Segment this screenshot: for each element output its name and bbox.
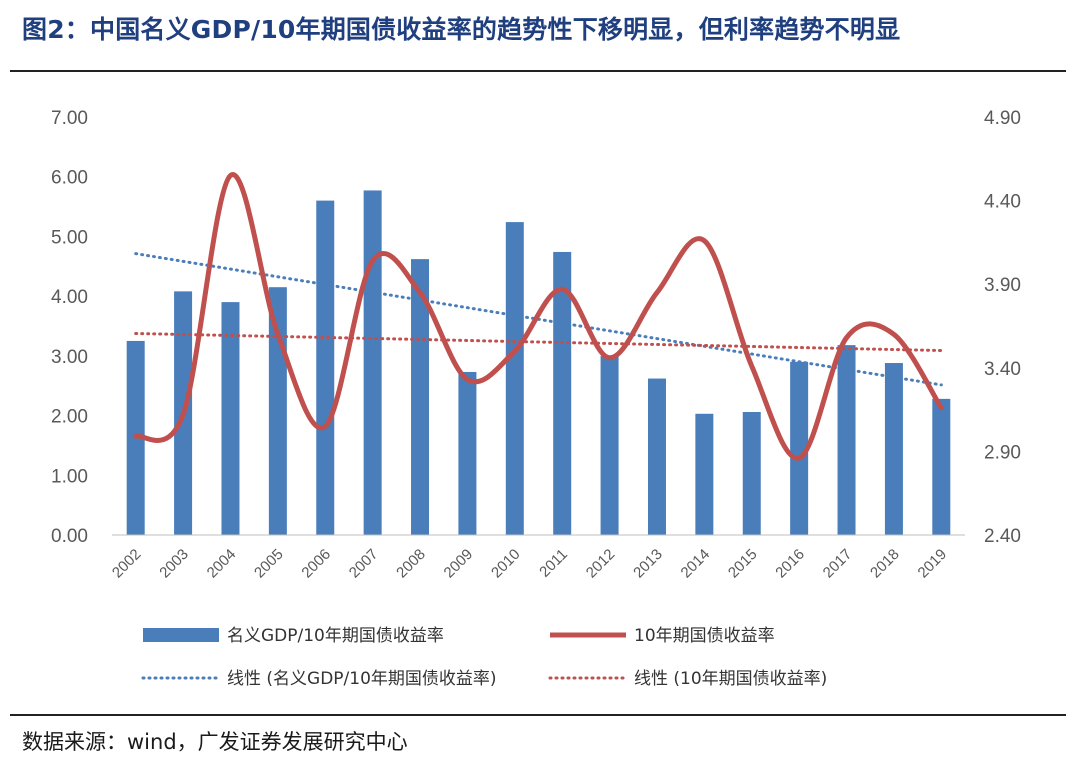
left-tick-label: 2.00 bbox=[51, 407, 88, 428]
legend-label: 10年期国债收益率 bbox=[634, 626, 775, 646]
bar-2017 bbox=[837, 345, 856, 535]
bar-2015 bbox=[742, 411, 761, 535]
x-tick-label: 2016 bbox=[772, 546, 808, 582]
left-tick-label: 5.00 bbox=[51, 227, 88, 248]
x-axis-ticks: 2002 2003 2004 2005 2006 2007 2008 2009 2010 2011… bbox=[109, 546, 950, 582]
left-tick-label: 7.00 bbox=[51, 108, 88, 129]
left-tick-label: 0.00 bbox=[51, 526, 88, 547]
right-tick-label: 4.40 bbox=[984, 192, 1021, 213]
bar-2004 bbox=[221, 302, 240, 535]
bar-2006 bbox=[316, 200, 335, 535]
right-tick-label: 3.90 bbox=[984, 275, 1021, 296]
legend-label: 线性 (名义GDP/10年期国债收益率) bbox=[227, 669, 497, 689]
legend-label: 线性 (10年期国债收益率) bbox=[634, 669, 827, 689]
left-tick-label: 3.00 bbox=[51, 347, 88, 368]
rate-trendline bbox=[134, 331, 943, 353]
bar-2007 bbox=[363, 190, 382, 535]
x-tick-label: 2005 bbox=[251, 546, 287, 582]
bar-trendline bbox=[134, 252, 943, 387]
x-tick-label: 2007 bbox=[346, 546, 382, 582]
x-tick-label: 2002 bbox=[109, 546, 145, 582]
x-tick-label: 2009 bbox=[441, 546, 477, 582]
bar-2012 bbox=[600, 355, 619, 535]
bar-2013 bbox=[647, 378, 666, 535]
x-tick-label: 2014 bbox=[678, 546, 714, 582]
x-tick-label: 2017 bbox=[820, 546, 856, 582]
x-tick-label: 2010 bbox=[488, 546, 524, 582]
bar-2005 bbox=[268, 287, 287, 535]
bottom-rule bbox=[10, 714, 1066, 716]
x-tick-label: 2012 bbox=[583, 546, 619, 582]
bar-2016 bbox=[790, 361, 809, 535]
bar-series bbox=[126, 190, 951, 535]
x-tick-label: 2008 bbox=[393, 546, 429, 582]
x-tick-label: 2013 bbox=[630, 546, 666, 582]
source-note: 数据来源：wind，广发证券发展研究中心 bbox=[22, 730, 408, 754]
bar-2019 bbox=[932, 398, 951, 535]
right-tick-label: 3.40 bbox=[984, 359, 1021, 380]
x-tick-label: 2019 bbox=[915, 546, 951, 582]
bar-2018 bbox=[884, 363, 903, 535]
x-tick-label: 2006 bbox=[298, 546, 334, 582]
bar-2010 bbox=[505, 222, 524, 535]
left-axis-ticks: 0.00 1.00 2.00 3.00 4.00 5.00 6.00 7.00 bbox=[51, 108, 88, 547]
trendlines bbox=[134, 252, 943, 387]
bar-2009 bbox=[458, 371, 477, 535]
x-tick-label: 2011 bbox=[536, 546, 571, 581]
right-tick-label: 2.40 bbox=[984, 526, 1021, 547]
bar-2014 bbox=[695, 413, 714, 535]
right-axis-ticks: 2.40 2.90 3.40 3.90 4.40 4.90 bbox=[984, 108, 1021, 547]
left-tick-label: 4.00 bbox=[51, 287, 88, 308]
x-tick-label: 2004 bbox=[204, 546, 240, 582]
left-tick-label: 1.00 bbox=[51, 466, 88, 487]
top-rule bbox=[10, 70, 1066, 72]
right-tick-label: 2.90 bbox=[984, 442, 1021, 463]
bar-2008 bbox=[411, 259, 430, 535]
legend-swatch-bar bbox=[143, 628, 219, 642]
x-tick-label: 2018 bbox=[867, 546, 903, 582]
x-tick-label: 2003 bbox=[156, 546, 192, 582]
legend-label: 名义GDP/10年期国债收益率 bbox=[227, 626, 444, 646]
right-tick-label: 4.90 bbox=[984, 108, 1021, 129]
rate-line bbox=[133, 172, 944, 461]
left-tick-label: 6.00 bbox=[51, 168, 88, 189]
x-tick-label: 2015 bbox=[725, 546, 761, 582]
chart-title: 图2：中国名义GDP/10年期国债收益率的趋势性下移明显，但利率趋势不明显 bbox=[22, 15, 901, 44]
